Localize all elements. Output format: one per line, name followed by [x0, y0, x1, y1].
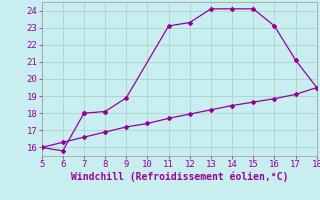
X-axis label: Windchill (Refroidissement éolien,°C): Windchill (Refroidissement éolien,°C): [70, 172, 288, 182]
